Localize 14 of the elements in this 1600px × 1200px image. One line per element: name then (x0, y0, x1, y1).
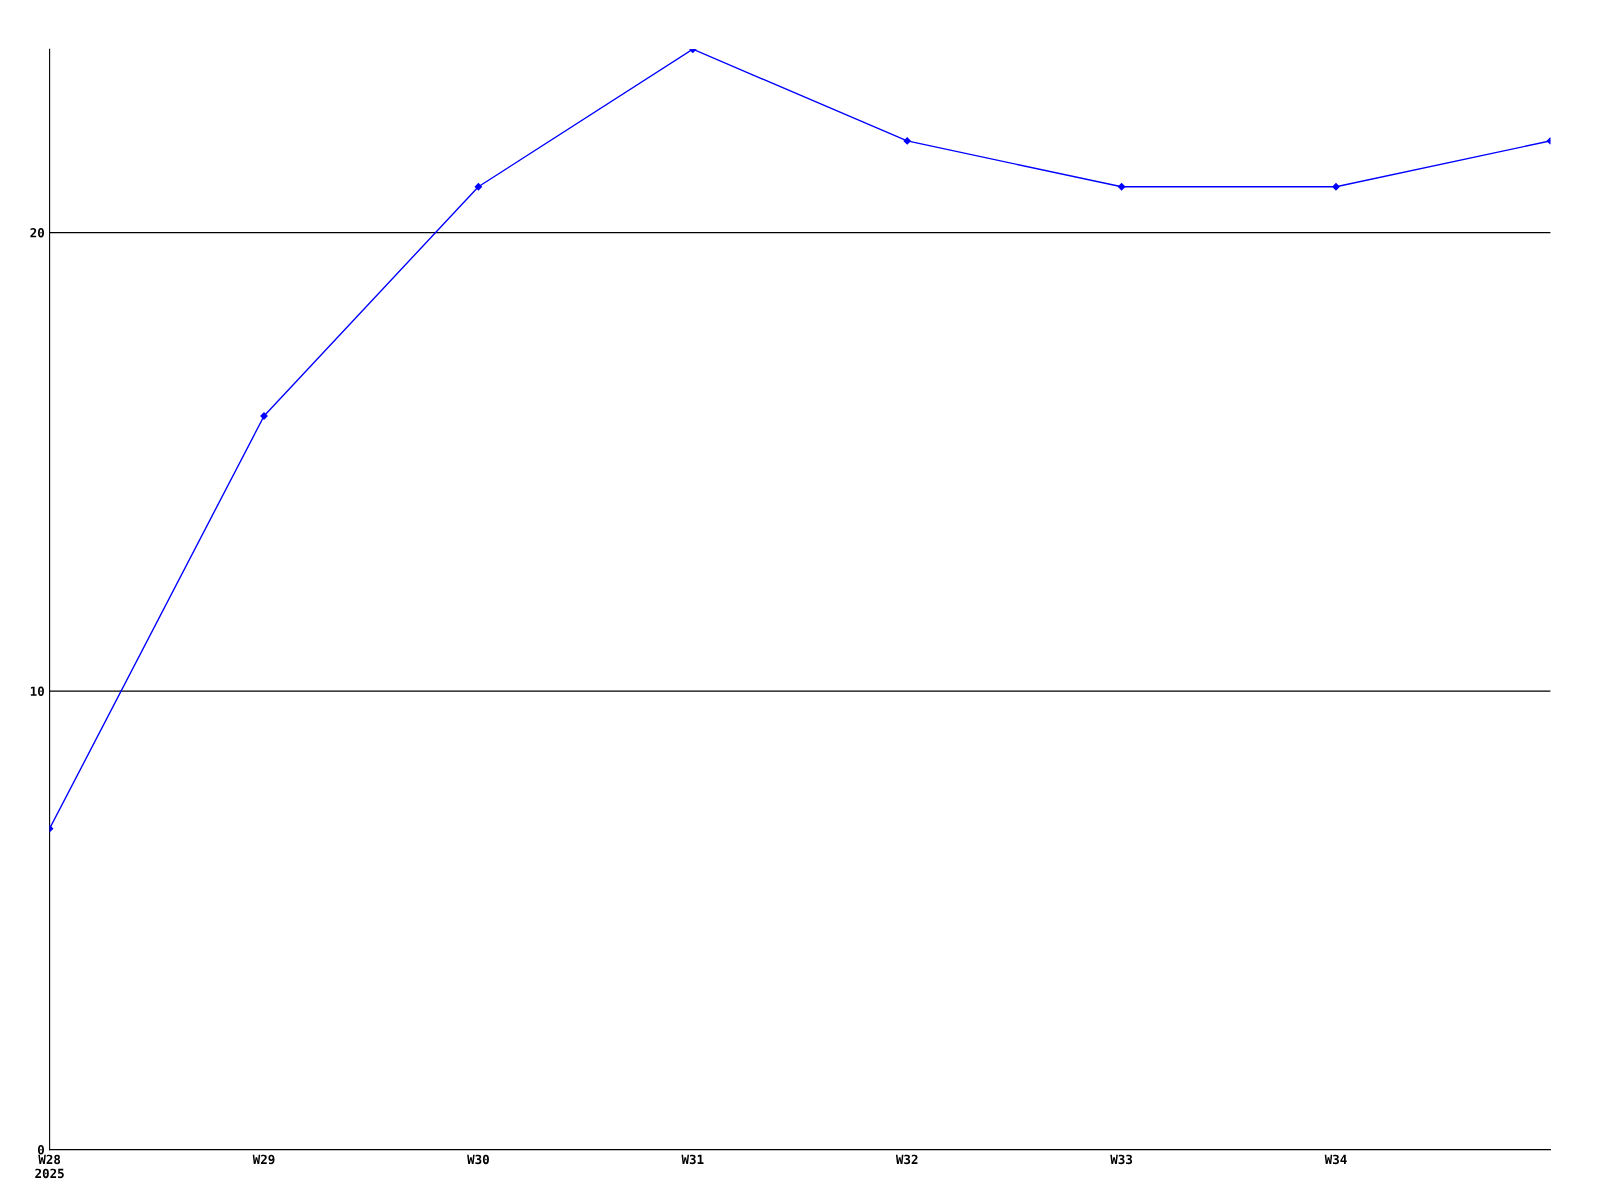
y-tick-label: 20 (30, 228, 44, 238)
x-tick-label: W28 2025 (35, 1154, 64, 1179)
point (1332, 183, 1340, 191)
x-tick-label: W33 (1110, 1154, 1133, 1165)
x-tick-label: W32 (895, 1154, 918, 1165)
point (903, 137, 911, 145)
y-tick-label: 10 (30, 686, 44, 697)
x-tick-label: W34 (1324, 1154, 1347, 1165)
x-tick-label: W30 (467, 1154, 489, 1165)
point (1117, 183, 1126, 191)
x-tick-label: W31 (681, 1154, 704, 1165)
point (474, 183, 483, 191)
y-tick-label: 0 (37, 1145, 44, 1155)
x-tick-label: W29 (252, 1154, 275, 1165)
